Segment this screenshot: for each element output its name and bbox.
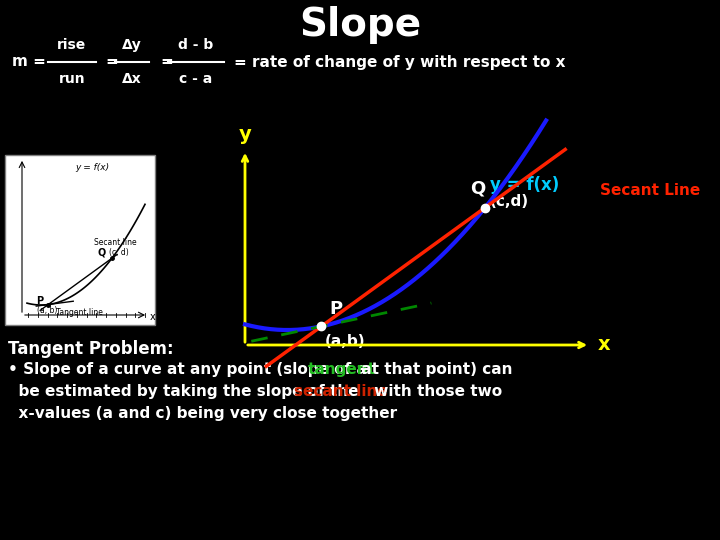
Text: Tangent Problem:: Tangent Problem: [8, 340, 174, 358]
Text: (c, d): (c, d) [109, 248, 129, 257]
Text: Slope: Slope [299, 6, 421, 44]
Text: x: x [598, 335, 611, 354]
Text: = rate of change of y with respect to x: = rate of change of y with respect to x [234, 55, 565, 70]
Text: with those two: with those two [369, 384, 503, 399]
Text: secant line: secant line [294, 384, 388, 399]
Text: =: = [105, 55, 118, 70]
Text: Δy: Δy [122, 38, 142, 52]
Text: Tangent line: Tangent line [56, 308, 103, 316]
Text: P: P [329, 300, 343, 319]
Text: (a, b): (a, b) [37, 306, 58, 314]
Text: run: run [59, 72, 85, 86]
Text: x-values (a and c) being very close together: x-values (a and c) being very close toge… [8, 406, 397, 421]
Text: y = f(x): y = f(x) [490, 176, 559, 194]
Text: x: x [150, 312, 156, 322]
Text: (a,b): (a,b) [324, 334, 365, 349]
Text: =: = [160, 55, 173, 70]
Text: Q: Q [98, 247, 107, 257]
Text: Secant line: Secant line [94, 238, 137, 247]
Text: be estimated by taking the slope of the: be estimated by taking the slope of the [8, 384, 364, 399]
Text: • Slope of a curve at any point (slope of a: • Slope of a curve at any point (slope o… [8, 362, 372, 377]
Text: tangent: tangent [308, 362, 376, 377]
Text: rise: rise [58, 38, 86, 52]
Text: y: y [238, 125, 251, 144]
Text: at that point) can: at that point) can [356, 362, 513, 377]
Bar [5, 155, 155, 325]
Text: m =: m = [12, 55, 46, 70]
Text: Δx: Δx [122, 72, 142, 86]
Text: P: P [36, 295, 43, 306]
Text: (c,d): (c,d) [490, 193, 529, 208]
Text: y = f(x): y = f(x) [75, 163, 109, 172]
Text: Secant Line: Secant Line [600, 183, 701, 198]
Text: Q: Q [470, 179, 485, 198]
Text: c - a: c - a [179, 72, 212, 86]
Text: d - b: d - b [179, 38, 214, 52]
